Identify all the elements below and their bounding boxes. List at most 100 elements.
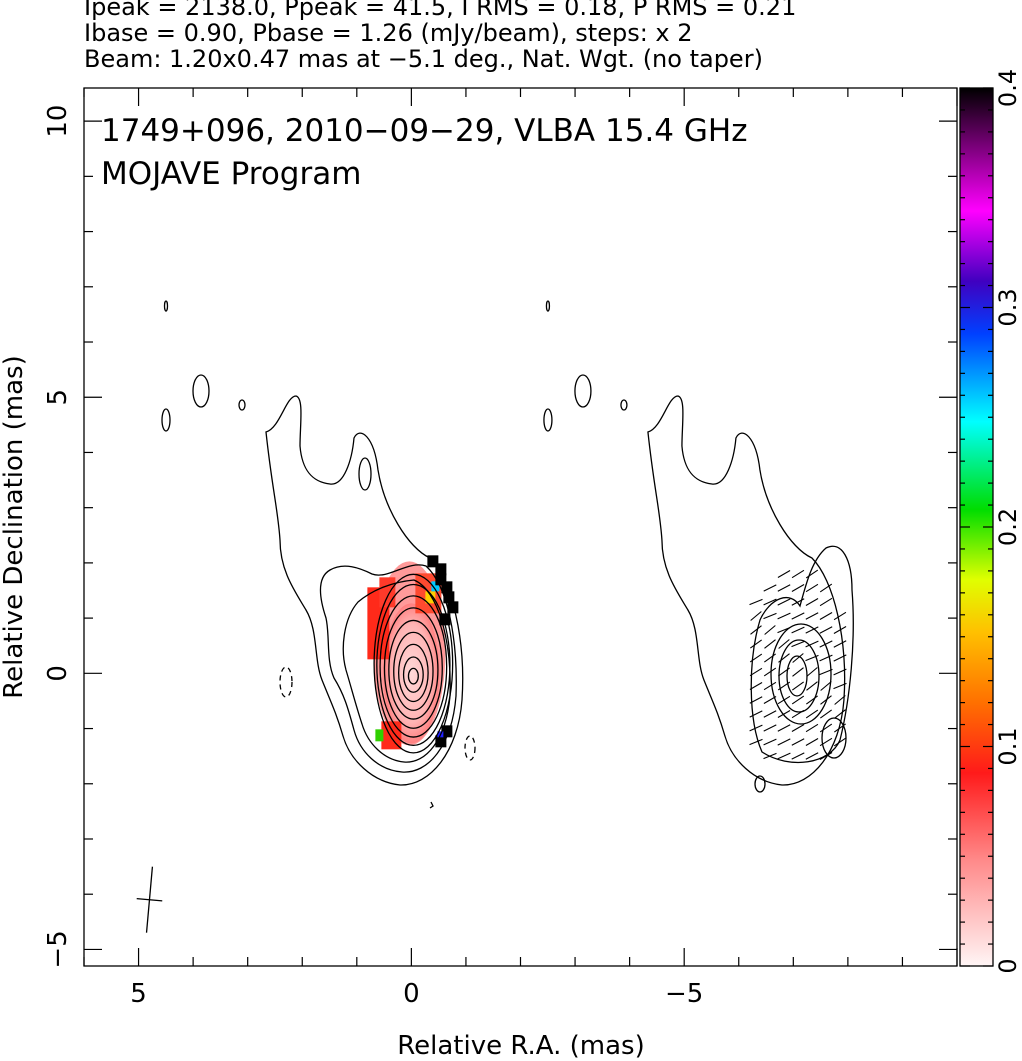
evpa-vector [819,668,833,676]
evpa-vector [805,640,819,648]
fracpol-pixel-black [435,735,447,748]
colorbar-tick-label: 0.3 [994,288,1022,326]
polarized-intensity-contour [778,639,820,713]
evpa-vector [763,696,777,704]
evpa-vector [805,752,819,760]
x-tick-label: 5 [130,979,147,1009]
x-axis-label: Relative R.A. (mas) [397,1031,644,1061]
evpa-vector [791,598,805,606]
evpa-vector [833,737,847,747]
chart-title: 1749+096, 2010−09−29, VLBA 15.4 GHz [101,113,747,149]
evpa-vector [764,625,776,635]
evpa-vector [819,723,833,733]
evpa-vector [819,597,833,607]
evpa-vector [819,654,833,662]
evpa-vector [819,752,833,760]
evpa-vector [806,667,818,677]
intensity-contour [388,619,439,720]
evpa-vector [749,653,763,663]
evpa-vector [763,612,777,620]
evpa-vector [834,723,846,733]
header-line-beam: Beam: 1.20x0.47 mas at −5.1 deg., Nat. W… [84,45,763,73]
evpa-vector [792,681,804,691]
fracpol-pixel-block [379,577,396,608]
restoring-beam [136,866,163,933]
evpa-vector [749,598,763,606]
header-line-peak: Ipeak = 2138.0, Ppeak = 41.5, I RMS = 0.… [84,0,797,21]
evpa-vector [819,737,833,747]
y-tick-label: −5 [43,930,73,968]
fracpol-pixel-black [441,581,453,594]
polarization-panel-contours [543,300,854,793]
evpa-vector [820,709,832,719]
polarization-panel-contour [647,395,846,786]
evpa-vector [791,612,805,620]
evpa-vector [763,724,777,732]
evpa-vector [778,653,790,663]
intensity-contour [429,801,434,809]
colorbar-tick-label: 0.2 [994,508,1022,546]
evpa-vector [777,570,791,578]
polarized-intensity-contour [750,545,854,764]
negative-contour [279,666,293,698]
polarization-panel-contour [574,374,592,408]
evpa-vector [791,709,805,719]
evpa-vector [791,724,805,732]
evpa-vector [819,612,833,620]
intensity-contour [265,395,464,786]
evpa-vector [749,696,763,704]
fracpol-pixel-black [443,591,455,604]
axis-ticks [83,88,958,966]
evpa-vector [750,625,762,635]
evpa-vector [791,640,805,648]
evpa-vector [778,639,790,649]
evpa-vector [777,598,791,606]
intensity-contour [358,457,372,491]
evpa-vector [805,612,819,620]
y-tick-label: 5 [43,389,73,406]
evpa-vector [819,626,833,634]
evpa-vector [777,695,791,705]
evpa-vector [805,583,819,593]
fracpol-pixel-block [431,581,440,592]
map-header: Ipeak = 2138.0, Ppeak = 41.5, I RMS = 0.… [84,0,1014,72]
intensity-contour [402,656,424,693]
evpa-vector [777,681,791,691]
intensity-contour [192,374,210,408]
fracpol-pixel-black [439,613,451,626]
evpa-vector [819,583,833,593]
evpa-vector [763,710,777,718]
evpa-vector [820,681,832,691]
evpa-vector [791,569,805,579]
intensity-contour [407,667,419,685]
polarization-panel-contour [543,408,553,432]
intensity-contour [383,607,443,729]
polarized-intensity-contour [821,717,847,759]
evpa-vector [777,724,791,732]
fracpol-pixel-block [375,729,384,742]
evpa-vector [749,724,763,732]
polarization-panel-contour [620,399,628,411]
evpa-vector [805,738,819,746]
evpa-vector [833,668,847,676]
evpa-vector [791,752,805,760]
intensity-contour [161,408,171,432]
evpa-vector [791,626,805,634]
evpa-vector [777,584,791,592]
evpa-vector [806,681,818,691]
y-tick-label: 0 [43,665,73,682]
evpa-vector [763,667,777,677]
intensity-contour [379,595,448,738]
evpa-vector [777,626,791,634]
evpa-vector [833,640,847,648]
evpa-vector [834,709,846,719]
plot-frame [83,87,958,967]
header-line-base: Ibase = 0.90, Pbase = 1.26 (mJy/beam), s… [84,19,693,47]
beam-minor-axis [136,897,163,902]
evpa-vector [764,639,776,649]
evpa-vectors [749,569,847,760]
y-axis-label: Relative Declination (mas) [0,355,29,698]
x-tick-label: 0 [403,979,420,1009]
evpa-vector [749,667,763,677]
